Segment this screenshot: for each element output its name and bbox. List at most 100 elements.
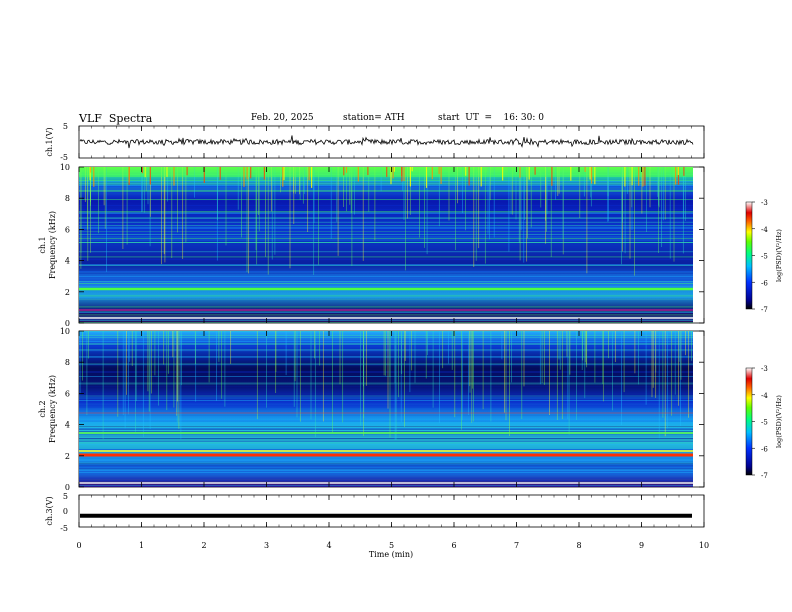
- ytick-label: 10: [60, 327, 70, 336]
- ytick-label: 8: [65, 194, 70, 203]
- ch1-top-speck: [438, 167, 440, 175]
- xtick-label: 5: [389, 541, 394, 550]
- xtick-label: 8: [576, 541, 581, 550]
- ch1-top-speck: [440, 167, 442, 184]
- ch1-top-speck: [401, 167, 403, 182]
- ch1-top-speck: [386, 167, 388, 177]
- spectrogram-ylabel: ch.1Frequency (kHz): [38, 211, 57, 279]
- ch1-top-speck: [534, 167, 536, 175]
- ch1-top-speck: [584, 167, 586, 172]
- ch1-top-speck: [638, 167, 640, 186]
- ch1-top-speck: [468, 167, 470, 186]
- ch1-top-speck: [166, 167, 168, 177]
- colorbar-tick-label: -3: [761, 199, 768, 207]
- ch1-top-speck: [89, 167, 91, 181]
- ch1-top-speck: [250, 167, 252, 179]
- ytick-label: 2: [65, 288, 70, 297]
- ch1-top-speck: [149, 167, 151, 185]
- ch1-top-speck: [591, 167, 593, 184]
- colorbar-tick-label: -6: [761, 279, 768, 287]
- ch1-top-speck: [589, 167, 591, 180]
- colorbar-gradient: [745, 367, 753, 476]
- ytick-label: 2: [65, 452, 70, 461]
- ch1-top-speck: [594, 167, 596, 185]
- colorbar-tick-label: -6: [761, 445, 768, 453]
- ch2-yticks: 0 2 4 6 8 10: [60, 327, 704, 492]
- ch1-top-speck: [403, 167, 405, 182]
- ch1-top-speck: [128, 167, 130, 183]
- ch1-top-speck: [624, 167, 626, 187]
- ch1-top-speck: [683, 167, 685, 176]
- ch1-yticks: 0 2 4 6 8 10: [60, 163, 704, 328]
- xtick-label: 0: [76, 541, 81, 550]
- ch1-top-speck: [675, 167, 677, 185]
- ch1-top-speck: [425, 167, 428, 188]
- colorbar-tick-label: -4: [761, 226, 768, 234]
- ytick-label: 4: [65, 421, 70, 430]
- colorbar-label: log(PSD)(V²/Hz): [775, 229, 783, 282]
- xtick-label: 2: [201, 541, 206, 550]
- ch1-top-speck: [357, 167, 359, 182]
- ch1-top-speck: [308, 167, 310, 181]
- ch3-ytick-mid: 0: [63, 507, 68, 516]
- ch1-top-speck: [392, 167, 394, 179]
- ch1-top-speck: [283, 167, 285, 181]
- colorbar-label: log(PSD)(V²/Hz): [775, 395, 783, 448]
- ch1-waveform-trace: [79, 135, 694, 149]
- colorbar-tick-label: -4: [761, 392, 768, 400]
- ytick-label: 6: [65, 225, 70, 234]
- ch1-top-speck: [642, 167, 644, 187]
- ch1-ytick-top: 5: [63, 122, 68, 131]
- ch1-top-speck: [345, 167, 348, 173]
- ch3-ylabel: ch.3(V): [45, 496, 54, 525]
- x-axis: 0 1 2 3 4 5 6 7 8 9 10: [76, 126, 709, 550]
- ch1-top-speck: [409, 167, 411, 187]
- header-title: VLF Spectra: [79, 112, 153, 125]
- ch1-top-speck: [677, 167, 679, 176]
- ch1-top-speck: [93, 167, 95, 187]
- ch1-top-speck: [367, 167, 369, 176]
- ch2-colorbar: -3 -4 -5 -6 -7 log(PSD)(V²/Hz): [745, 365, 783, 480]
- spectrogram-ylabel: ch.2Frequency (kHz): [38, 375, 57, 443]
- xtick-label: 6: [451, 541, 456, 550]
- ch1-top-speck: [282, 167, 284, 187]
- xtick-label: 3: [264, 541, 269, 550]
- header-date: Feb. 20, 2025: [251, 113, 314, 123]
- ch1-top-speck: [519, 167, 521, 178]
- ch1-top-speck: [393, 167, 395, 172]
- ch2-spectrogram-panel: 0 2 4 6 8 10: [60, 327, 705, 492]
- ytick-label: 10: [60, 163, 70, 172]
- ch3-waveform-panel: 5 0 -5 ch.3(V): [45, 492, 705, 533]
- colorbar-gradient: [745, 201, 753, 310]
- ch1-spectrogram-panel: 0 2 4 6 8 10: [60, 163, 705, 328]
- ch1-top-speck: [203, 167, 205, 184]
- xtick-label: 1: [139, 541, 144, 550]
- ch1-top-speck: [263, 167, 265, 180]
- x-axis-label: Time (min): [369, 550, 413, 559]
- ch1-top-speck: [243, 167, 245, 187]
- ch1-top-speck: [411, 167, 413, 172]
- ch1-ylabel: ch.1(V): [45, 127, 54, 156]
- header-station: station= ATH: [343, 113, 405, 123]
- colorbar-tick-label: -7: [761, 306, 768, 314]
- ch1-top-speck: [173, 167, 175, 186]
- xtick-label: 7: [514, 541, 519, 550]
- header-start-ut: start UT = 16: 30: 0: [438, 113, 544, 123]
- colorbar-tick-label: -5: [761, 419, 768, 427]
- ch1-top-speck: [677, 167, 680, 185]
- ch1-top-speck: [390, 167, 392, 185]
- ch1-top-speck: [480, 167, 482, 187]
- ch1-top-speck: [631, 167, 633, 186]
- ch1-spectrogram-texture: [79, 167, 693, 323]
- ytick-label: 4: [65, 257, 70, 266]
- ch2-spectrogram-texture: [79, 330, 693, 487]
- ch1-top-speck: [219, 167, 221, 180]
- ch1-top-speck: [431, 167, 433, 180]
- ch3-ytick-bottom: -5: [60, 524, 68, 533]
- ytick-label: 0: [65, 319, 70, 328]
- ch1-colorbar: -3 -4 -5 -6 -7 log(PSD)(V²/Hz): [745, 199, 783, 314]
- ch1-top-speck: [465, 167, 467, 176]
- ch1-top-speck: [343, 167, 345, 176]
- ytick-label: 6: [65, 389, 70, 398]
- ch1-ytick-bottom: -5: [60, 153, 68, 162]
